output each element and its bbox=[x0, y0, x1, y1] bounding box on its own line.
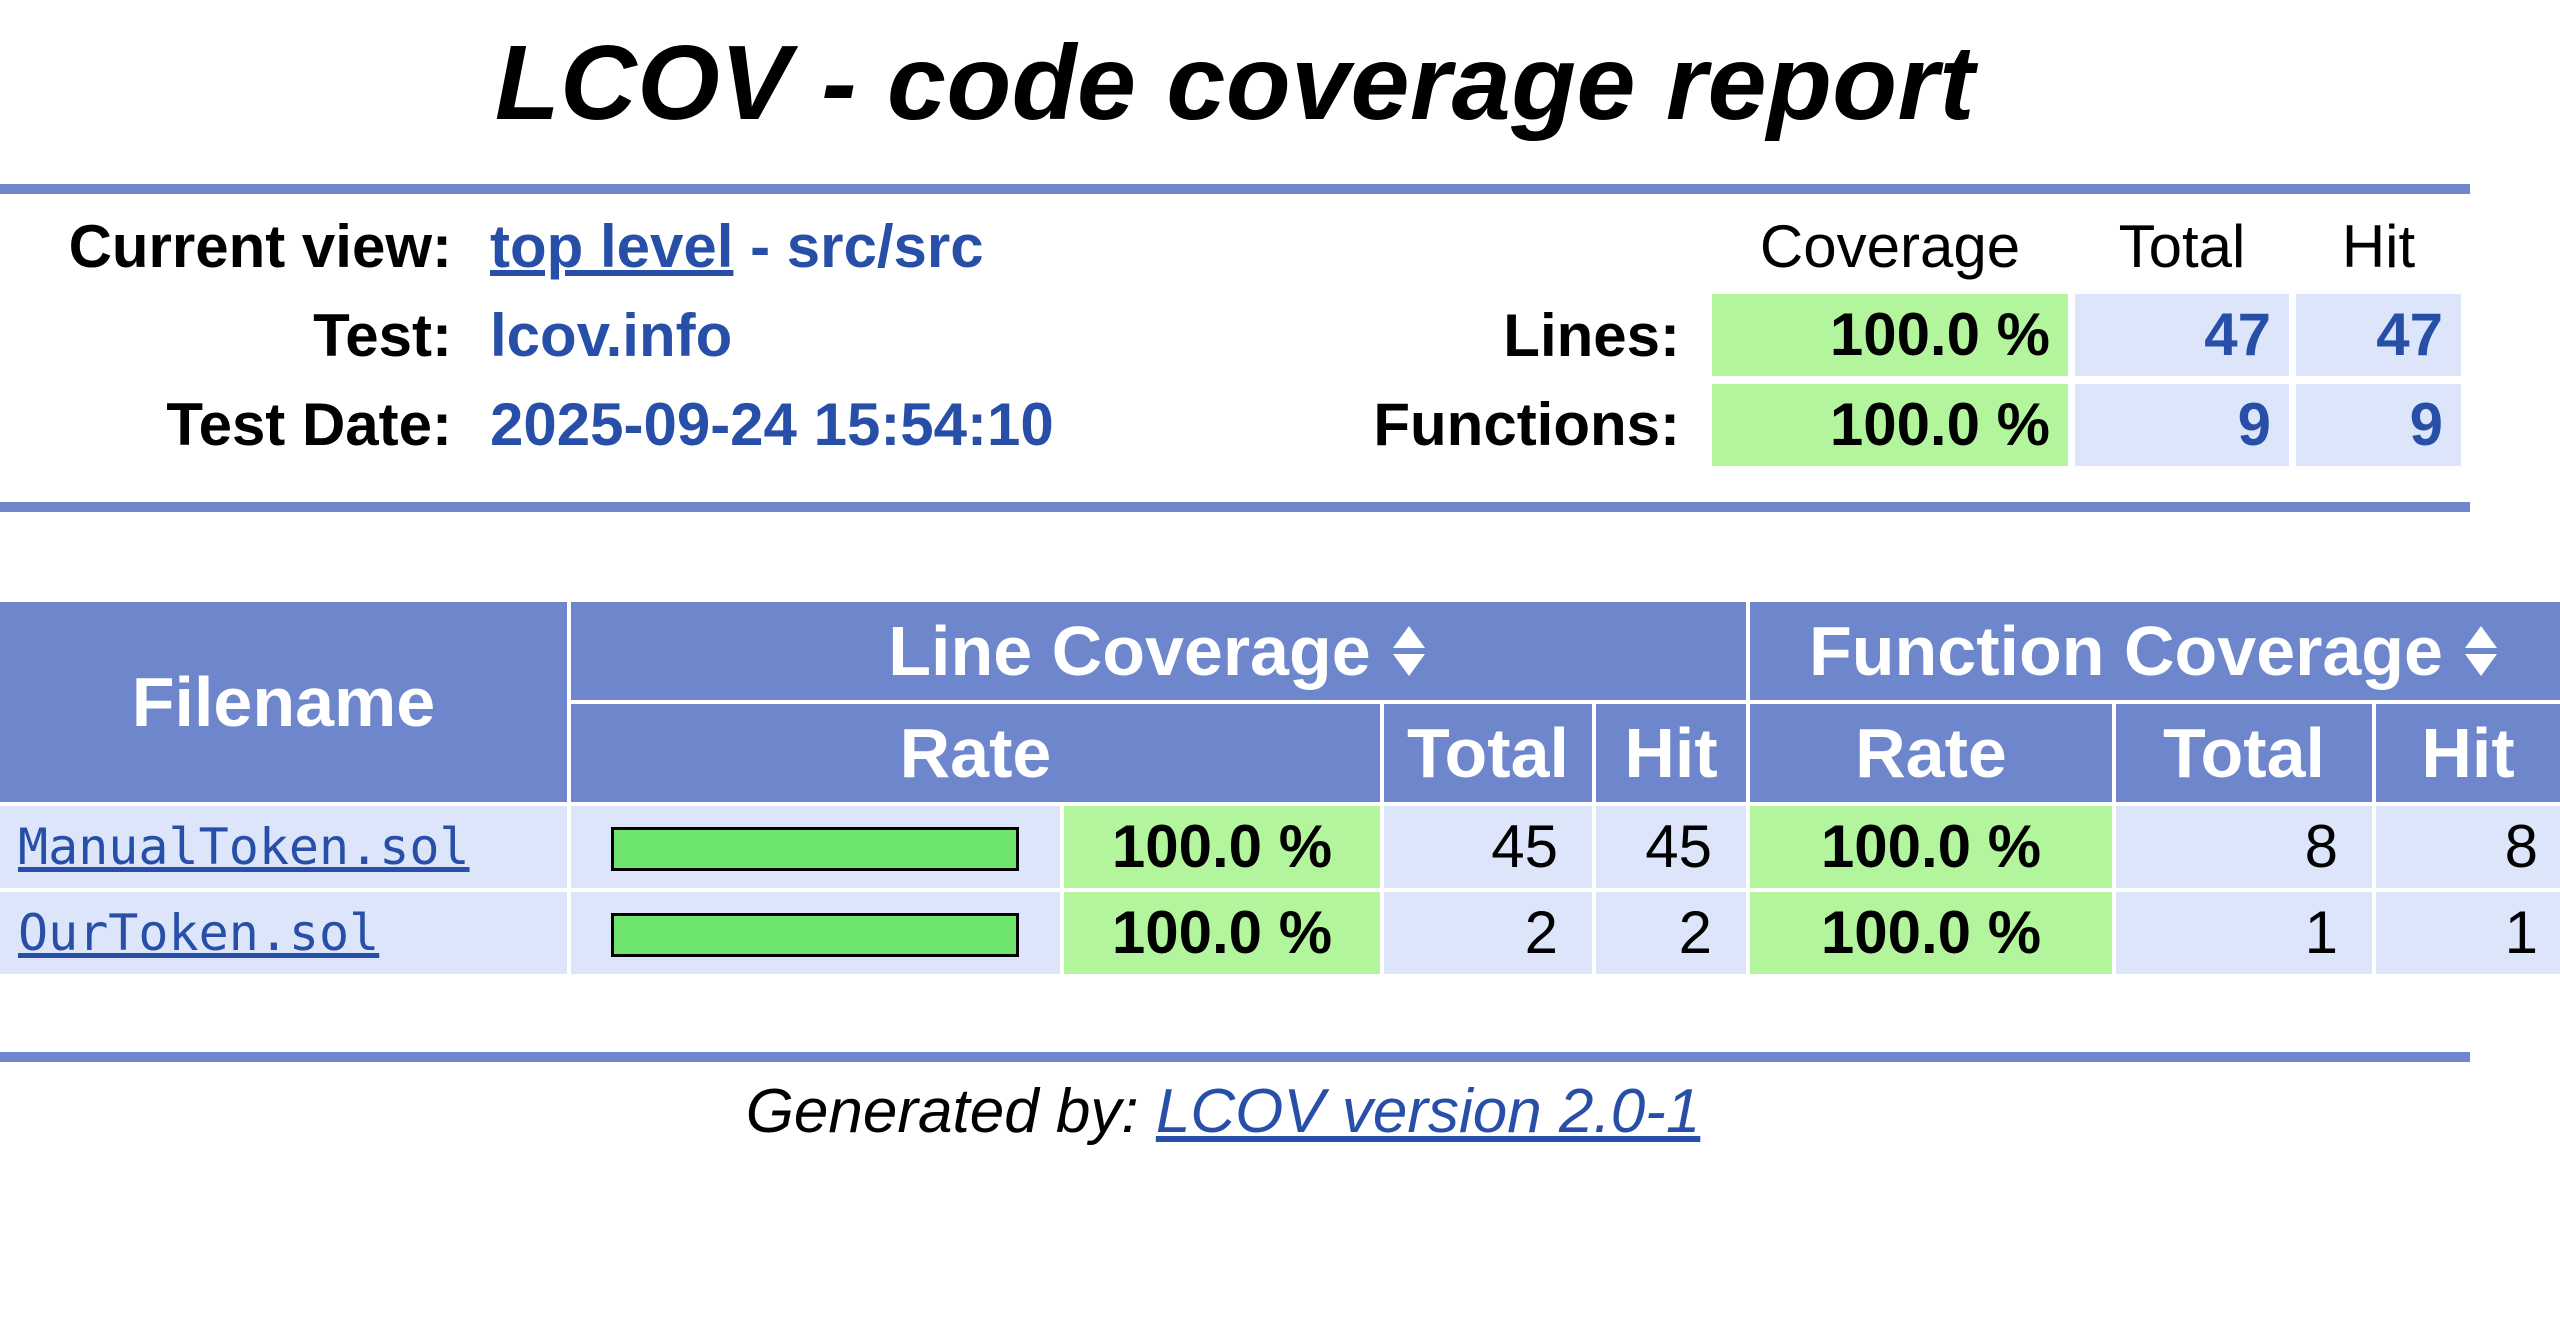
line-hit-header: Hit bbox=[1596, 704, 1746, 802]
line-coverage-bar-fill bbox=[614, 916, 1016, 954]
function-total-value: 1 bbox=[2116, 892, 2372, 974]
sort-arrows-icon[interactable] bbox=[1389, 622, 1429, 680]
summary-hit-header: Hit bbox=[2341, 213, 2416, 280]
function-total-value: 8 bbox=[2116, 806, 2372, 888]
lines-total-value: 47 bbox=[2075, 294, 2289, 376]
table-row-filename: OurToken.sol bbox=[0, 892, 567, 974]
function-coverage-header: Function Coverage bbox=[1750, 602, 2560, 700]
line-hit-value: 2 bbox=[1596, 892, 1746, 974]
function-hit-value: 8 bbox=[2376, 806, 2560, 888]
function-total-header: Total bbox=[2116, 704, 2372, 802]
function-rate-header: Rate bbox=[1750, 704, 2112, 802]
bottom-divider bbox=[0, 1052, 2470, 1062]
function-hit-header: Hit bbox=[2376, 704, 2560, 802]
sort-arrows-icon[interactable] bbox=[2461, 622, 2501, 680]
line-coverage-bar bbox=[611, 827, 1019, 871]
function-coverage-header-label: Function Coverage bbox=[1809, 612, 2443, 690]
line-total-value: 45 bbox=[1384, 806, 1592, 888]
summary-total-header: Total bbox=[2118, 213, 2246, 280]
current-view-label: Current view: bbox=[68, 213, 452, 280]
current-view-value: top level - src/src bbox=[490, 212, 984, 282]
test-date-value: 2025-09-24 15:54:10 bbox=[490, 391, 1054, 458]
functions-hit-value: 9 bbox=[2296, 384, 2461, 466]
table-row-filename: ManualToken.sol bbox=[0, 806, 567, 888]
top-level-link[interactable]: top level bbox=[490, 213, 734, 280]
lines-hit-value: 47 bbox=[2296, 294, 2461, 376]
line-coverage-bar-cell bbox=[571, 892, 1060, 974]
functions-coverage-value: 100.0 % bbox=[1712, 384, 2068, 466]
functions-label: Functions: bbox=[1373, 391, 1680, 458]
line-rate-value: 100.0 % bbox=[1064, 806, 1380, 888]
summary-coverage-header: Coverage bbox=[1759, 213, 2021, 280]
file-link[interactable]: ManualToken.sol bbox=[18, 818, 470, 876]
footer-prefix: Generated by: bbox=[745, 1077, 1156, 1146]
line-rate-value: 100.0 % bbox=[1064, 892, 1380, 974]
lcov-version-link[interactable]: LCOV version 2.0-1 bbox=[1155, 1077, 1701, 1146]
current-view-path: - src/src bbox=[733, 213, 984, 280]
line-coverage-bar-cell bbox=[571, 806, 1060, 888]
filename-header: Filename bbox=[0, 602, 567, 802]
line-hit-value: 45 bbox=[1596, 806, 1746, 888]
line-coverage-bar-fill bbox=[614, 830, 1016, 868]
line-rate-header: Rate bbox=[571, 704, 1380, 802]
test-date-label: Test Date: bbox=[166, 391, 452, 458]
file-link[interactable]: OurToken.sol bbox=[18, 904, 380, 962]
line-coverage-bar bbox=[611, 913, 1019, 957]
test-label: Test: bbox=[313, 302, 452, 369]
function-rate-value: 100.0 % bbox=[1750, 806, 2112, 888]
line-coverage-header: Line Coverage bbox=[571, 602, 1746, 700]
page-title: LCOV - code coverage report bbox=[494, 24, 1976, 142]
footer: Generated by: LCOV version 2.0-1 bbox=[0, 1072, 2446, 1152]
functions-total-value: 9 bbox=[2075, 384, 2289, 466]
line-total-value: 2 bbox=[1384, 892, 1592, 974]
test-value: lcov.info bbox=[490, 302, 733, 369]
function-rate-value: 100.0 % bbox=[1750, 892, 2112, 974]
line-total-header: Total bbox=[1384, 704, 1592, 802]
top-divider bbox=[0, 184, 2470, 194]
middle-divider bbox=[0, 502, 2470, 512]
line-coverage-header-label: Line Coverage bbox=[888, 612, 1371, 690]
filename-header-label: Filename bbox=[131, 663, 436, 741]
function-hit-value: 1 bbox=[2376, 892, 2560, 974]
lines-label: Lines: bbox=[1503, 302, 1680, 369]
lines-coverage-value: 100.0 % bbox=[1712, 294, 2068, 376]
